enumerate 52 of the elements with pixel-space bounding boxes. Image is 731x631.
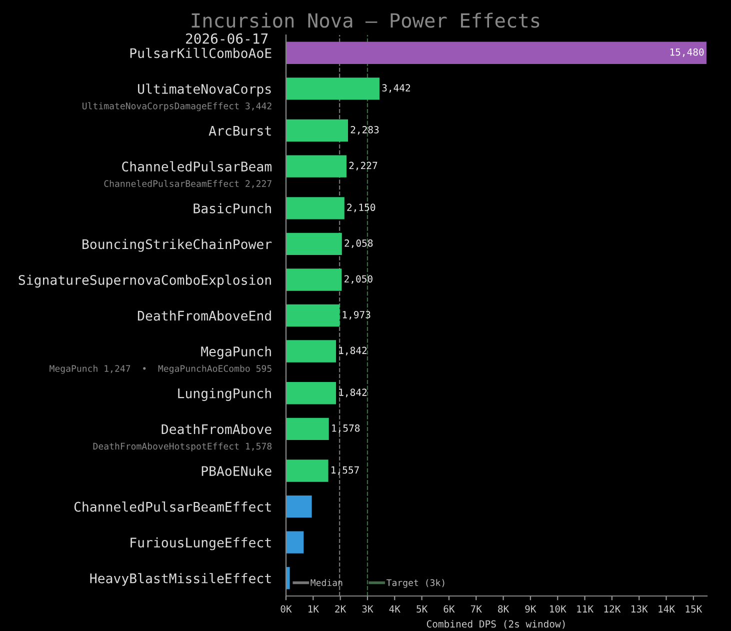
data-label: 2,058 <box>344 239 373 248</box>
y-tick-label: PulsarKillComboAoE <box>130 48 272 58</box>
x-tick-label: 8K <box>498 605 510 613</box>
y-tick-label: ChanneledPulsarBeam <box>122 161 272 172</box>
data-label: 1,578 <box>332 424 360 433</box>
x-axis-title: Combined DPS (2s window) <box>426 620 565 629</box>
data-label: 2,050 <box>344 275 372 284</box>
chart-title: Incursion Nova — Power Effects <box>192 12 540 28</box>
y-tick-label: ChanneledPulsarBeamEffect <box>74 502 271 512</box>
x-tick-label: 15K <box>686 605 702 613</box>
y-tick-label: BouncingStrikeChainPower <box>82 238 272 252</box>
data-label: 2,227 <box>349 162 378 170</box>
y-tick-label: PBAoENuke <box>202 466 272 476</box>
x-tick-label: 3K <box>362 605 374 613</box>
text: ChanneledPulsarBeamEffect 2,227 <box>104 180 272 188</box>
text: UltimateNovaCorpsDamageEffect 3,442 <box>82 102 272 112</box>
x-tick-label: 11K <box>577 605 594 612</box>
text: MegaPunch 1,247 • MegaPunchAoECombo 595 <box>50 364 272 374</box>
x-tick-label: 0K <box>280 605 292 613</box>
chart-subtitle: 2026-06-17 <box>186 33 268 44</box>
x-tick-label: 9K <box>525 605 536 613</box>
data-label: 1,842 <box>339 346 367 356</box>
y-tick-label: HeavyBlastMissileEffect <box>90 573 271 586</box>
data-label: 2,283 <box>350 126 379 135</box>
x-tick-label: 1K <box>308 605 319 612</box>
y-tick-label: BasicPunch <box>194 203 271 214</box>
data-label: 1,557 <box>332 466 359 475</box>
x-tick-label: 4K <box>389 605 400 612</box>
ref-line-label: Target (3k) <box>386 579 444 588</box>
x-tick-label: 6K <box>444 605 455 613</box>
y-tick-label: FuriousLungeEffect <box>130 537 271 550</box>
x-tick-label: 2K <box>335 605 346 612</box>
data-label: 15,480 <box>670 48 704 57</box>
y-tick-label: DeathFromAbove <box>162 424 272 434</box>
data-label: 1,842 <box>339 388 367 398</box>
x-tick-label: 12K <box>604 605 621 612</box>
x-tick-label: 10K <box>550 605 566 613</box>
data-label: 2,150 <box>347 204 376 212</box>
x-tick-label: 14K <box>658 605 675 612</box>
y-tick-label: MegaPunch <box>201 346 271 360</box>
y-tick-label: DeathFromAboveEnd <box>138 310 271 321</box>
y-tick-label: LungingPunch <box>178 388 271 401</box>
y-tick-label: ArcBurst <box>208 126 271 136</box>
x-tick-label: 7K <box>470 605 482 612</box>
ref-line-label: Median <box>310 579 342 586</box>
y-tick-label: SignatureSupernovaComboExplosion <box>18 274 271 288</box>
data-label: 1,973 <box>342 310 370 320</box>
text: DeathFromAboveHotspotEffect 1,578 <box>93 442 272 452</box>
x-tick-label: 13K <box>631 605 648 613</box>
y-tick-label: UltimateNovaCorps <box>138 84 271 96</box>
x-tick-label: 5K <box>416 605 428 613</box>
data-label: 3,442 <box>382 84 410 93</box>
